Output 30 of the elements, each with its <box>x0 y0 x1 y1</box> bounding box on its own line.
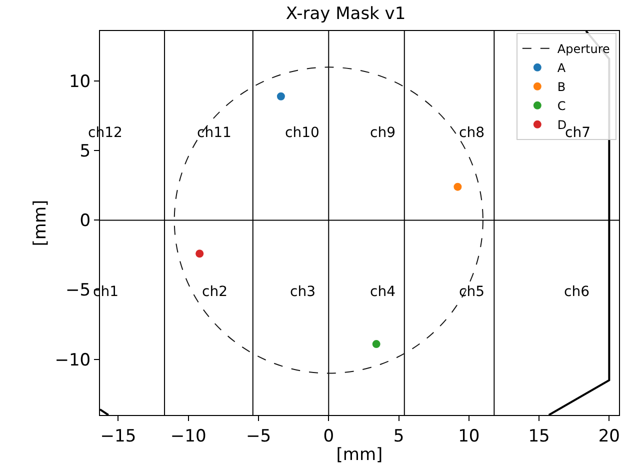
x-tick-label: −5 <box>246 426 272 446</box>
annotation: ch3 <box>290 284 316 300</box>
annotation: ch10 <box>285 125 320 141</box>
y-tick-label: 0 <box>80 211 91 232</box>
x-tick-label: 0 <box>323 426 334 446</box>
legend-label: Aperture <box>557 42 610 56</box>
x-tick-label: 20 <box>598 426 620 446</box>
annotation: ch11 <box>197 125 232 141</box>
x-tick-label: 10 <box>458 426 480 446</box>
x-tick-label: −10 <box>170 426 206 446</box>
legend-label: B <box>557 80 566 94</box>
y-tick-label: −5 <box>66 280 91 301</box>
y-axis-title: [mm] <box>30 200 50 246</box>
legend-label: C <box>557 99 566 114</box>
y-tick-label: −10 <box>54 350 91 370</box>
x-axis-title: [mm] <box>336 445 383 465</box>
annotation: ch2 <box>202 284 228 300</box>
x-tick-label: 15 <box>528 426 550 446</box>
y-tick-label: 10 <box>68 72 91 92</box>
y-tick-label: 5 <box>80 142 91 162</box>
annotation: ch6 <box>564 284 590 300</box>
annotation: ch4 <box>370 284 396 300</box>
x-tick-label: −15 <box>100 426 136 446</box>
legend-label: D <box>557 118 567 132</box>
annotation: ch7 <box>565 125 590 141</box>
x-tick-label: 5 <box>393 426 404 446</box>
annotation: ch8 <box>459 125 484 141</box>
legend-label: A <box>557 61 566 76</box>
chart-title: X-ray Mask v1 <box>286 4 406 24</box>
annotation: ch9 <box>370 125 396 141</box>
